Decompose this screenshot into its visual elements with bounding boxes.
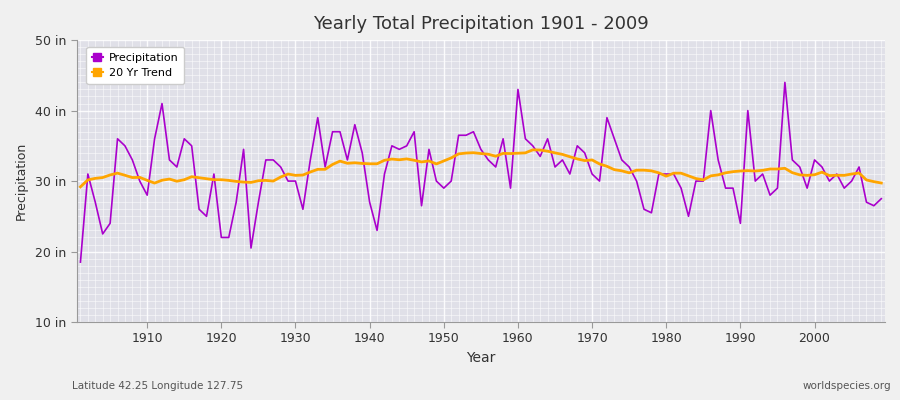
Line: 20 Yr Trend: 20 Yr Trend	[80, 150, 881, 187]
X-axis label: Year: Year	[466, 351, 496, 365]
Text: Latitude 42.25 Longitude 127.75: Latitude 42.25 Longitude 127.75	[72, 381, 243, 391]
Precipitation	[779, 80, 790, 85]
20 Yr Trend	[134, 175, 145, 180]
Precipitation	[342, 158, 353, 162]
20 Yr Trend	[527, 148, 538, 152]
20 Yr Trend	[75, 184, 86, 189]
Precipitation	[298, 207, 309, 212]
20 Yr Trend	[512, 151, 523, 156]
Line: Precipitation: Precipitation	[80, 82, 881, 262]
Title: Yearly Total Precipitation 1901 - 2009: Yearly Total Precipitation 1901 - 2009	[313, 15, 649, 33]
20 Yr Trend	[342, 161, 353, 166]
Y-axis label: Precipitation: Precipitation	[15, 142, 28, 220]
20 Yr Trend	[876, 180, 886, 185]
Text: worldspecies.org: worldspecies.org	[803, 381, 891, 391]
20 Yr Trend	[298, 173, 309, 178]
Legend: Precipitation, 20 Yr Trend: Precipitation, 20 Yr Trend	[86, 47, 184, 84]
20 Yr Trend	[505, 151, 516, 156]
Precipitation	[876, 196, 886, 201]
20 Yr Trend	[609, 167, 620, 172]
Precipitation	[505, 186, 516, 190]
Precipitation	[134, 179, 145, 184]
Precipitation	[512, 87, 523, 92]
Precipitation	[601, 115, 612, 120]
Precipitation	[75, 260, 86, 264]
